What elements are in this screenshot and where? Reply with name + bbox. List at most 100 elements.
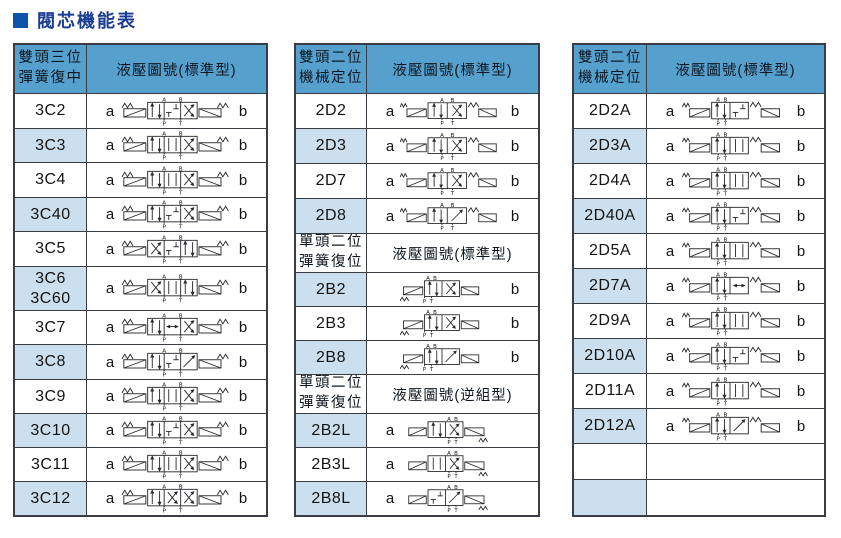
- spool-code-cell: 2D11A: [574, 374, 647, 408]
- svg-text:P: P: [716, 261, 720, 267]
- svg-text:P: P: [716, 331, 720, 337]
- header-col1-line: 單頭二位: [299, 234, 363, 251]
- spool-code-cell: 3C12: [15, 482, 87, 515]
- svg-text:P: P: [440, 121, 444, 127]
- header-col1-cell: 單頭二位 彈簧復位: [296, 234, 367, 272]
- svg-text:A: A: [162, 348, 166, 354]
- header-col1-line: 機械定位: [578, 70, 642, 86]
- port-b-label: b: [510, 172, 520, 190]
- spool-code: 2D3: [315, 137, 347, 154]
- spool-code: 3C12: [30, 489, 71, 507]
- header-col1-cell: 雙頭二位 機械定位: [296, 45, 367, 93]
- spool-code: 3C60: [30, 289, 71, 307]
- valve-schematic-3C40-icon: A B P T: [121, 200, 229, 231]
- svg-text:A: A: [440, 97, 444, 103]
- port-a-label: a: [665, 347, 675, 365]
- svg-text:B: B: [723, 272, 727, 278]
- svg-text:A: A: [162, 450, 166, 456]
- svg-text:A: A: [162, 200, 166, 206]
- svg-text:B: B: [723, 412, 727, 418]
- spool-code-cell: 3C3: [15, 129, 87, 162]
- table-empty-row: [574, 479, 824, 515]
- valve-schematic-3C2-icon: A B P T: [121, 97, 229, 127]
- spool-code-cell: 2B8L: [296, 482, 367, 515]
- header-col1-line: 彈簧復中: [18, 70, 83, 86]
- section-bullet-icon: [13, 12, 28, 28]
- spool-code: 2D4A: [588, 172, 632, 189]
- valve-schematic-3C3-icon: A B P T: [121, 131, 229, 162]
- svg-text:B: B: [178, 313, 182, 319]
- valve-schematic-2D12A-icon: A B P T: [681, 412, 780, 442]
- svg-text:P: P: [162, 372, 166, 378]
- port-a-label: a: [105, 319, 115, 336]
- svg-text:B: B: [723, 202, 727, 208]
- svg-text:A: A: [162, 313, 166, 319]
- svg-text:B: B: [433, 276, 437, 282]
- port-b-label: b: [796, 382, 806, 400]
- spool-code-cell: 2D40A: [574, 199, 647, 233]
- svg-text:T: T: [723, 436, 728, 442]
- svg-text:P: P: [162, 441, 166, 447]
- valve-schematic-2D40A-icon: A B P T: [681, 202, 780, 232]
- valve-schematic-2D7A-icon: A B P T: [681, 272, 780, 302]
- svg-text:T: T: [723, 366, 728, 372]
- svg-text:A: A: [716, 377, 720, 383]
- svg-text:B: B: [178, 200, 182, 206]
- svg-text:P: P: [716, 191, 720, 197]
- svg-text:A: A: [716, 167, 720, 173]
- spool-code-cell: 3C6 3C60: [15, 267, 87, 310]
- svg-text:B: B: [178, 97, 182, 103]
- empty-col2-cell: [647, 480, 824, 515]
- diagram-type-label: 液壓圖號(逆組型): [392, 387, 513, 404]
- svg-text:P: P: [162, 509, 166, 515]
- svg-text:A: A: [162, 274, 166, 280]
- port-b-label: b: [238, 206, 248, 223]
- svg-text:B: B: [723, 237, 727, 243]
- port-b-label: b: [510, 349, 520, 366]
- svg-text:B: B: [178, 235, 182, 241]
- spool-code: 2D7A: [588, 277, 632, 294]
- svg-text:B: B: [178, 274, 182, 280]
- table-subheader-row: 單頭二位 彈簧復位 液壓圖號(標準型): [296, 233, 538, 272]
- port-b-label: b: [796, 172, 806, 190]
- page-title: 閥芯機能表: [13, 7, 137, 33]
- port-b-label: b: [238, 171, 248, 189]
- svg-text:B: B: [723, 377, 727, 383]
- svg-text:A: A: [162, 131, 166, 137]
- valve-schematic-2D2A-icon: A B P T: [681, 97, 780, 127]
- port-a-label: a: [385, 422, 395, 439]
- svg-text:T: T: [177, 475, 182, 481]
- spool-code-cell: 2B3L: [296, 448, 367, 481]
- svg-text:B: B: [178, 131, 182, 137]
- svg-text:A: A: [162, 416, 166, 422]
- empty-col2-cell: [647, 444, 824, 479]
- svg-text:B: B: [723, 97, 727, 103]
- spool-code-cell: 2D7A: [574, 269, 647, 303]
- spool-code-cell: 2D9A: [574, 304, 647, 338]
- spool-code: 2D2: [315, 102, 347, 119]
- svg-text:A: A: [716, 97, 720, 103]
- spool-code: 2D2A: [588, 102, 632, 119]
